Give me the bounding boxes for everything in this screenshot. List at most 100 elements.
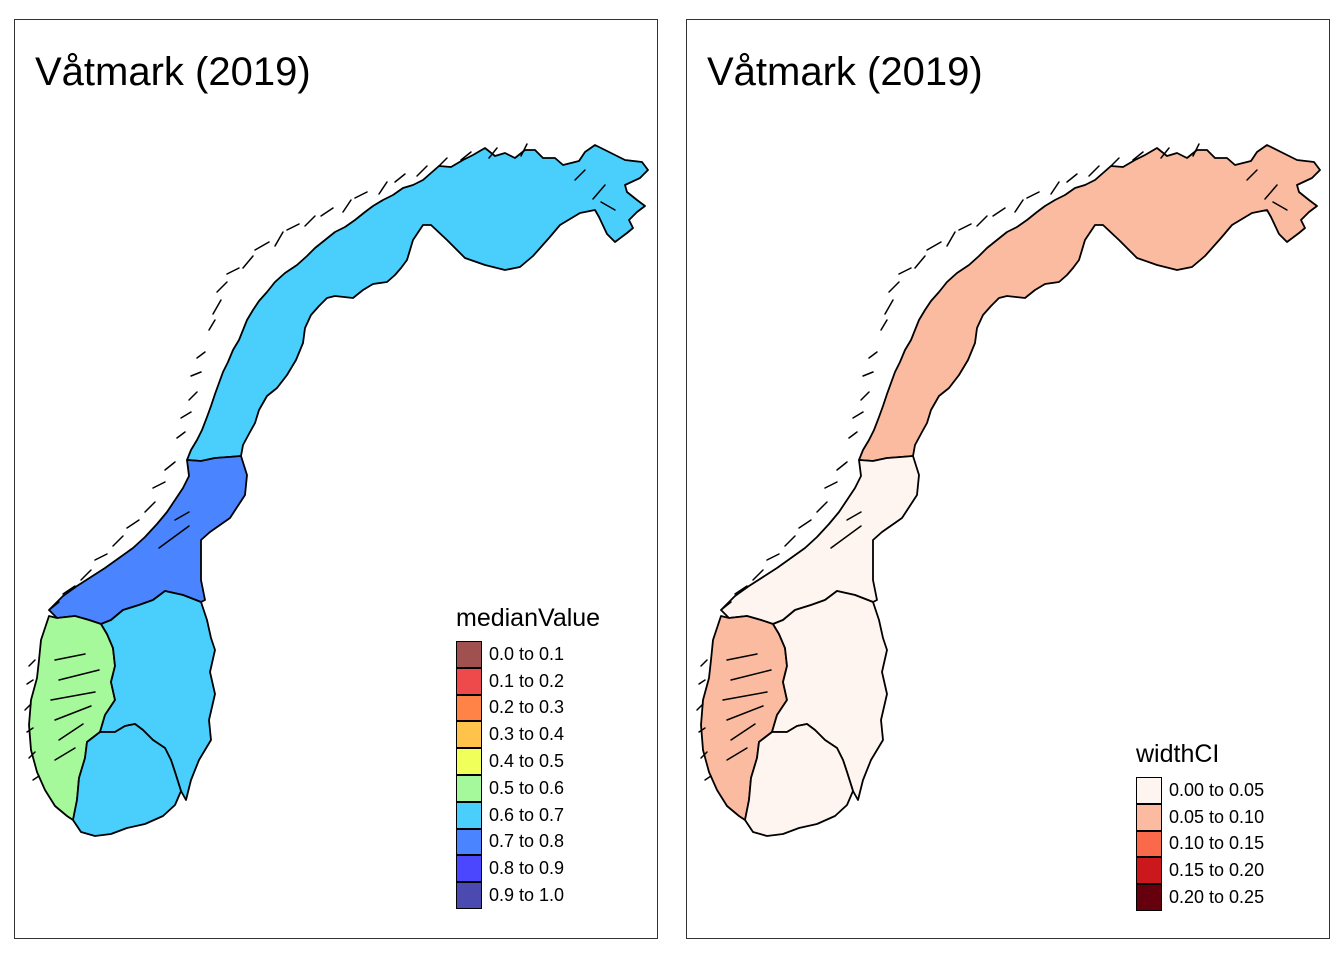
coastline-detail xyxy=(726,747,748,761)
coastline-detail xyxy=(722,691,768,701)
coastline-detail xyxy=(126,519,140,529)
coastline-detail xyxy=(274,231,284,247)
region-sorlandet xyxy=(744,723,854,837)
legend-label: 0.20 to 0.25 xyxy=(1169,887,1265,908)
coastline-detail xyxy=(730,669,772,681)
coastline-detail xyxy=(696,703,704,711)
coastline-detail xyxy=(144,501,156,513)
coastline-detail xyxy=(32,775,40,781)
coastline-detail xyxy=(1246,169,1258,181)
coastline-detail xyxy=(1264,184,1278,200)
coastline-detail xyxy=(836,461,848,471)
coastline-detail xyxy=(80,569,92,581)
coastline-detail xyxy=(216,281,228,293)
legend-item: 0.5 to 0.6 xyxy=(456,774,600,802)
legend-item: 0.15 to 0.20 xyxy=(1136,857,1264,885)
coastline-detail xyxy=(766,553,780,561)
legend-swatch xyxy=(456,748,482,775)
legend-swatch xyxy=(456,855,482,883)
coastline-detail xyxy=(1272,201,1288,211)
coastline-detail xyxy=(320,207,334,217)
coastline-detail xyxy=(54,747,76,761)
coastline-detail xyxy=(28,751,36,759)
coastline-detail xyxy=(378,181,388,195)
coastline-detail xyxy=(992,207,1006,217)
region-north xyxy=(186,144,649,462)
coastline-detail xyxy=(1050,181,1060,195)
legend-swatch xyxy=(1136,830,1162,858)
legend-swatch xyxy=(1136,857,1162,885)
coastline-detail xyxy=(24,703,32,711)
legend-widthci: widthCI 0.00 to 0.05 0.05 to 0.10 0.10 to … xyxy=(1136,740,1264,911)
norway-map-median xyxy=(24,143,649,837)
coastline-detail xyxy=(286,223,300,231)
coastline-detail xyxy=(704,775,712,781)
coastline-detail xyxy=(592,184,606,200)
region-trondelag xyxy=(720,455,920,625)
coastline-detail xyxy=(726,705,764,721)
legend-label: 0.6 to 0.7 xyxy=(489,804,565,825)
coastline-detail xyxy=(1088,165,1100,177)
norway-map-widthci xyxy=(696,143,1321,837)
coastline-detail xyxy=(848,431,858,439)
coastline-detail xyxy=(180,411,192,419)
legend-swatch xyxy=(456,721,482,749)
region-ostlandet xyxy=(99,590,216,801)
coastline-detail xyxy=(700,751,708,759)
coastline-detail xyxy=(48,601,60,611)
legend-title: widthCI xyxy=(1136,740,1220,768)
legend-swatch xyxy=(456,774,482,802)
legend-label: 0.2 to 0.3 xyxy=(489,697,565,718)
coastline-detail xyxy=(50,691,96,701)
coastline-detail xyxy=(888,281,900,293)
legend-items: 0.00 to 0.05 0.05 to 0.10 0.10 to 0.15 0.15… xyxy=(1136,777,1264,911)
coastline-detail xyxy=(54,705,92,721)
coastline-detail xyxy=(726,653,758,661)
legend-label: 0.7 to 0.8 xyxy=(489,831,565,852)
coastline-detail xyxy=(784,535,796,547)
legend-swatch xyxy=(456,801,482,829)
coastline-detail xyxy=(698,727,706,733)
coastline-detail xyxy=(846,511,862,521)
coastline-detail xyxy=(868,351,878,359)
coastline-detail xyxy=(600,201,616,211)
coastline-detail xyxy=(112,535,124,547)
coastline-detail xyxy=(28,659,36,667)
coastline-detail xyxy=(354,191,368,199)
coastline-detail xyxy=(824,481,838,489)
coastline-detail xyxy=(914,255,926,269)
legend-swatch xyxy=(456,694,482,722)
coastline-detail xyxy=(898,267,912,275)
coastline-detail xyxy=(488,147,498,159)
coastline-detail xyxy=(730,723,756,741)
coastline-detail xyxy=(860,391,870,401)
legend-swatch xyxy=(1136,803,1162,831)
coastline-detail xyxy=(188,391,198,401)
legend-items: 0.0 to 0.1 0.1 to 0.2 0.2 to 0.3 0.3 to 0.4… xyxy=(456,641,600,909)
coastline-detail xyxy=(152,481,166,489)
coastline-detail xyxy=(58,669,100,681)
coastline-detail xyxy=(880,319,888,331)
region-trondelag xyxy=(48,455,248,625)
coastline-detail xyxy=(862,371,874,377)
legend-item: 0.6 to 0.7 xyxy=(456,801,600,829)
coastline-detail xyxy=(958,223,972,231)
coastline-detail xyxy=(798,519,812,529)
coastline-detail xyxy=(304,215,316,227)
coastline-detail xyxy=(1110,157,1120,167)
legend-item: 0.2 to 0.3 xyxy=(456,694,600,722)
coastline-detail xyxy=(342,199,352,213)
map-title: Våtmark (2019) xyxy=(707,50,983,94)
legend-item: 0.8 to 0.9 xyxy=(456,855,600,883)
legend-swatch xyxy=(1136,777,1162,804)
region-ostlandet xyxy=(771,590,888,801)
legend-label: 0.3 to 0.4 xyxy=(489,724,565,745)
coastline-detail xyxy=(54,653,86,661)
coastline-detail xyxy=(1160,147,1170,159)
coastline-detail xyxy=(830,525,862,549)
coastline-detail xyxy=(976,215,988,227)
coastline-detail xyxy=(926,241,942,251)
legend-swatch xyxy=(456,828,482,856)
legend-label: 0.8 to 0.9 xyxy=(489,858,565,879)
legend-item: 0.1 to 0.2 xyxy=(456,667,600,695)
